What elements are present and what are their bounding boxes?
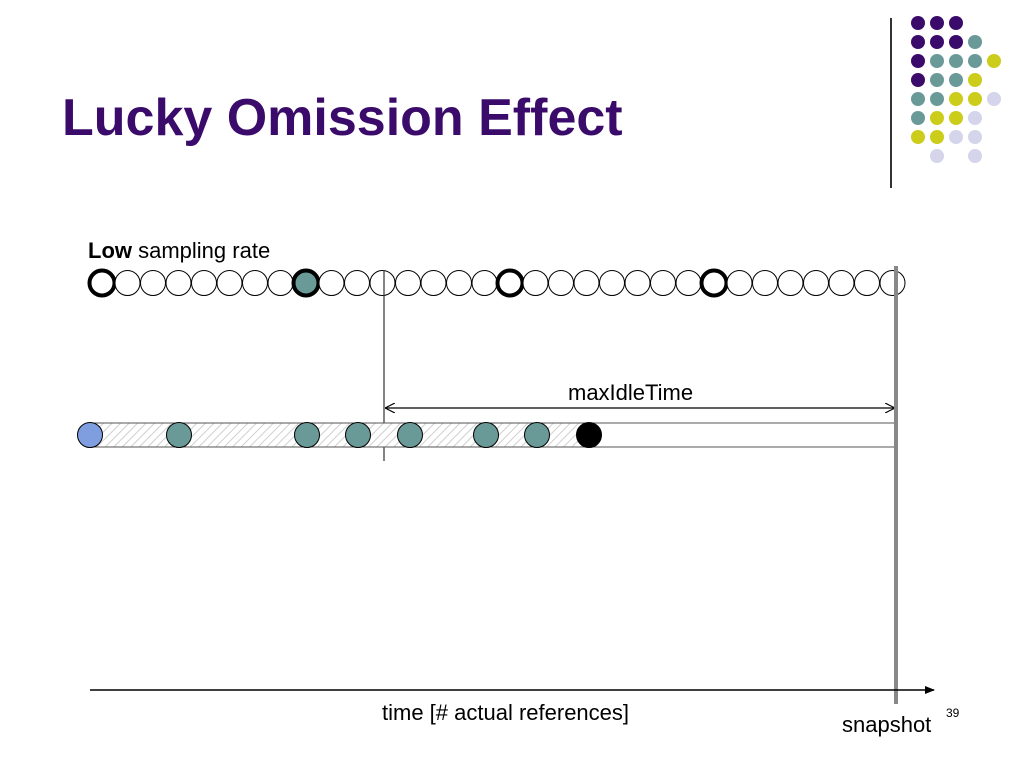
decorative-dot — [911, 92, 925, 106]
decorative-dot — [968, 111, 982, 125]
sample-slot — [854, 270, 880, 296]
reference — [345, 422, 371, 448]
slide-title: Lucky Omission Effect — [62, 89, 623, 147]
reference-row — [77, 422, 602, 448]
sampling-rate-label: Low sampling rate — [88, 238, 270, 264]
title-divider — [890, 18, 892, 188]
sample-slot — [828, 270, 855, 296]
decorative-dot — [968, 92, 982, 106]
sample-slot — [803, 270, 829, 296]
decorative-dot — [911, 111, 925, 125]
sample-slot — [114, 270, 141, 296]
sample-slot — [318, 270, 345, 296]
sample-slot-sampled — [699, 268, 729, 298]
sample-slot — [726, 270, 753, 296]
reference — [524, 422, 550, 448]
decorative-dot — [968, 54, 982, 68]
decorative-dot — [949, 130, 963, 144]
decorative-dot — [949, 92, 963, 106]
reference — [473, 422, 499, 448]
decorative-dot — [930, 16, 944, 30]
first-reference — [77, 422, 103, 448]
decorative-dot — [968, 73, 982, 87]
sample-slot — [216, 270, 243, 296]
maxidle-label: maxIdleTime — [568, 380, 694, 405]
decorative-dot — [911, 54, 925, 68]
decorative-dot — [949, 16, 963, 30]
sample-slot — [752, 270, 778, 296]
decorative-dot — [968, 35, 982, 49]
sample-slot-sampled — [495, 268, 525, 298]
sample-slot — [879, 270, 906, 296]
decorative-dot — [949, 54, 963, 68]
snapshot-label: snapshot — [842, 712, 932, 737]
decorative-dot — [987, 54, 1001, 68]
decorative-dot — [987, 92, 1001, 106]
decorative-dot — [930, 92, 944, 106]
decorative-dot — [949, 73, 963, 87]
decorative-dot — [949, 111, 963, 125]
page-number: 39 — [946, 706, 960, 720]
decorative-dot — [968, 130, 982, 144]
sample-slot — [140, 270, 166, 296]
sample-slot — [267, 270, 294, 296]
time-axis-label: time [# actual references] — [382, 700, 630, 725]
sample-slot — [471, 270, 498, 296]
sample-slot — [165, 270, 192, 296]
reference-band-hatched — [90, 423, 588, 447]
reference — [397, 422, 423, 448]
decorative-dot — [930, 54, 944, 68]
sampling-rate-text: sampling rate — [132, 238, 271, 263]
decorative-dot — [930, 149, 944, 163]
sample-slot — [650, 270, 676, 296]
reference — [166, 422, 192, 448]
sample-slot — [777, 270, 804, 296]
sample-slot — [624, 270, 651, 296]
sample-slot — [369, 270, 396, 296]
decorative-dot — [911, 130, 925, 144]
sample-slot — [420, 270, 447, 296]
decorative-dot — [930, 35, 944, 49]
sample-slot-row — [87, 268, 906, 298]
sample-slot — [395, 270, 421, 296]
sample-slot — [573, 270, 600, 296]
sampling-rate-emphasis: Low — [88, 238, 132, 263]
sample-slot — [344, 270, 370, 296]
sample-slot — [191, 270, 217, 296]
decorative-dot — [930, 73, 944, 87]
decorative-dot — [911, 16, 925, 30]
decorative-dot — [911, 73, 925, 87]
sample-slot — [599, 270, 625, 296]
reference — [294, 422, 320, 448]
sample-slot-sampled — [291, 268, 321, 298]
sample-slot — [242, 270, 268, 296]
decorative-dot — [911, 35, 925, 49]
sample-slot — [675, 270, 702, 296]
sample-slot — [522, 270, 549, 296]
decorative-dot-grid — [911, 16, 1001, 163]
decorative-dot — [930, 130, 944, 144]
decorative-dot — [930, 111, 944, 125]
sample-slot — [446, 270, 472, 296]
decorative-dot — [968, 149, 982, 163]
sample-slot-sampled — [87, 268, 117, 298]
decorative-dot — [949, 35, 963, 49]
sample-slot — [548, 270, 574, 296]
last-reference — [576, 422, 602, 448]
